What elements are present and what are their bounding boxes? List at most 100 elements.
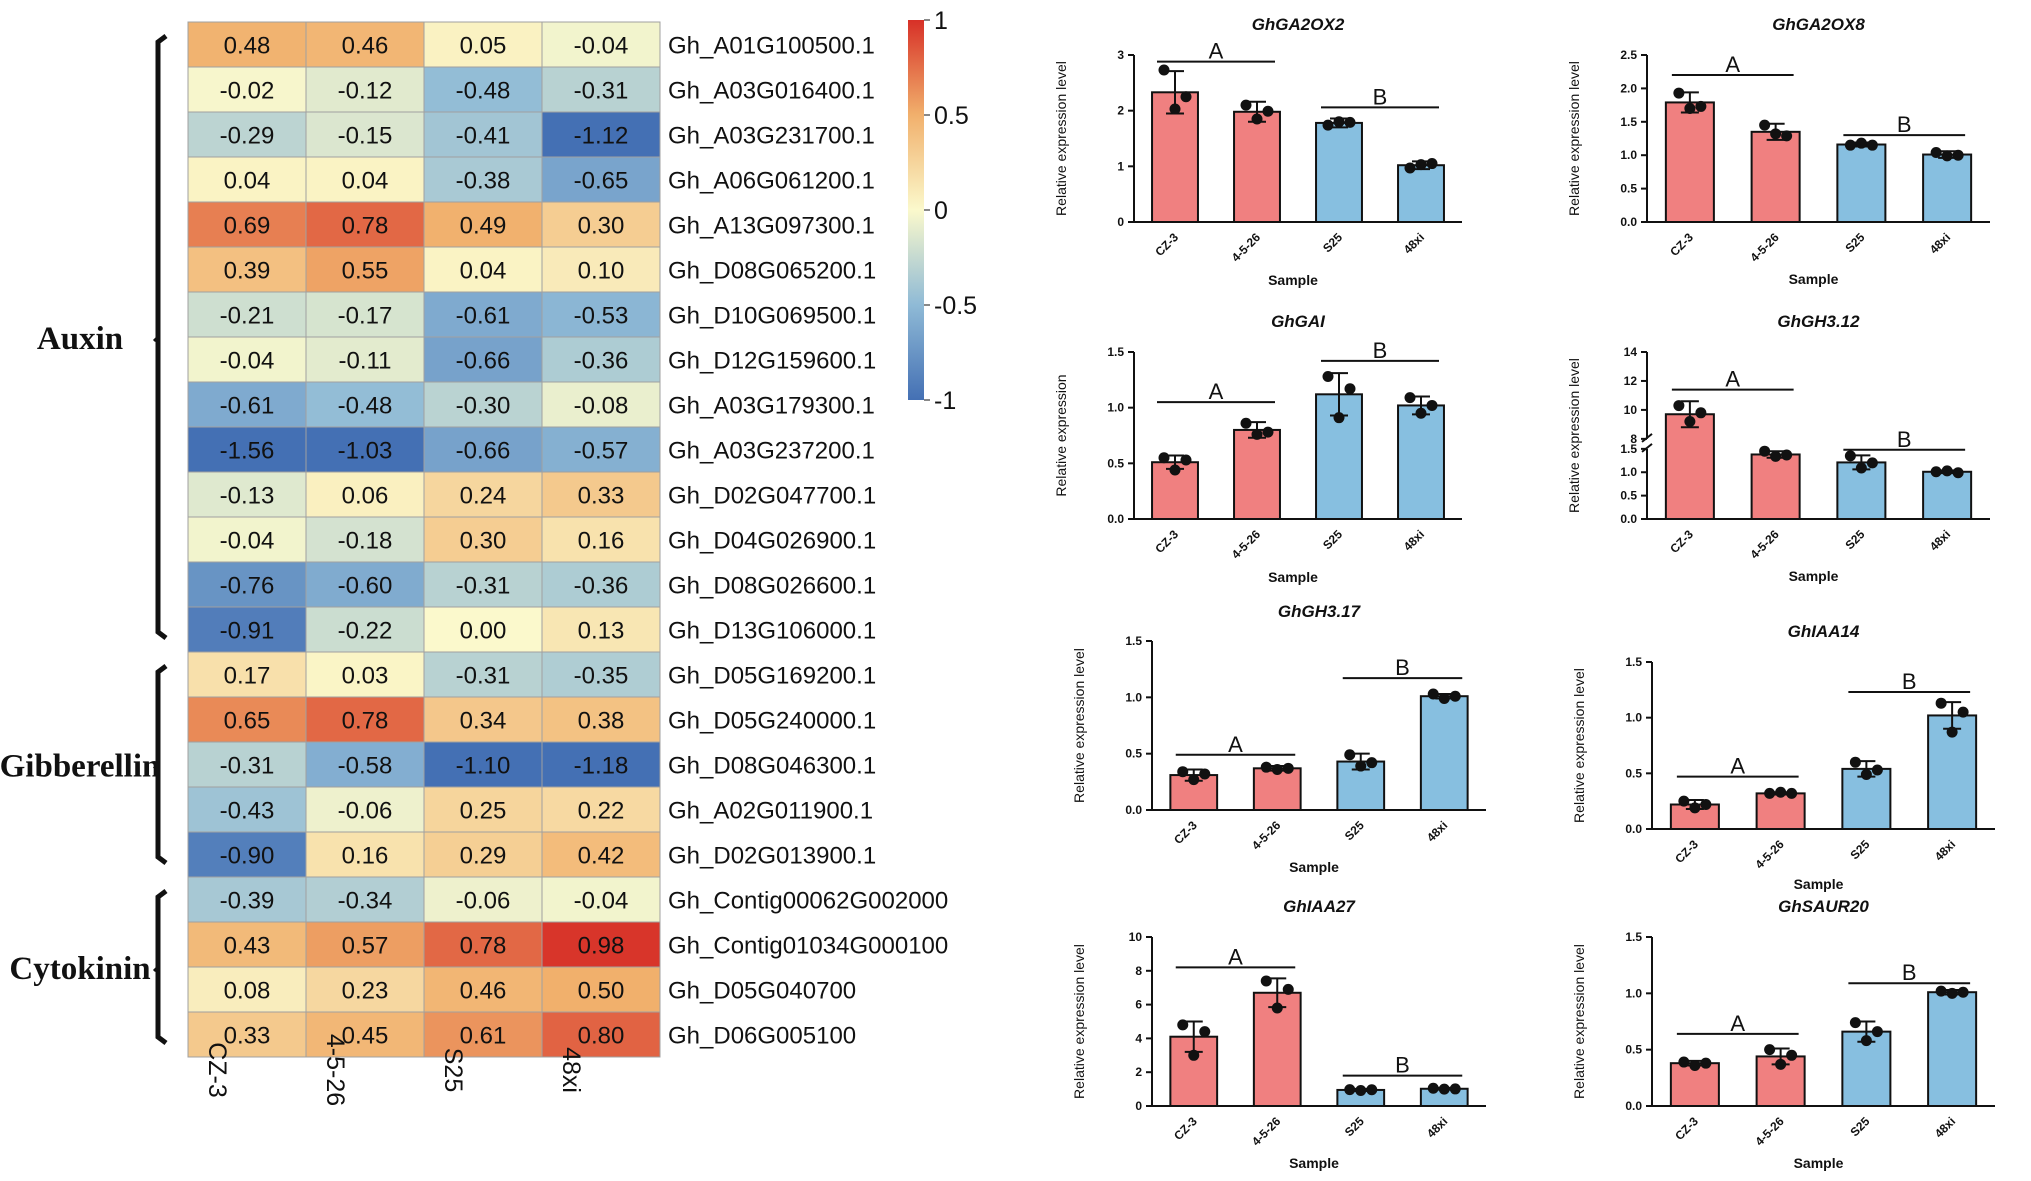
heatmap-cell [305,1011,425,1058]
y-axis-label: Relative expression level [1571,944,1587,1099]
bar [1252,767,1302,812]
bar [1922,470,1973,520]
y-tick-label: 0.0 [1620,215,1637,229]
heatmap-cell-value: 0.16 [342,843,389,870]
heatmap-cell [423,921,543,968]
group-letter: A [1209,379,1224,404]
gene-label: Gh_D08G065200.1 [668,258,876,285]
heatmap-cell-value: 0.42 [578,843,625,870]
heatmap-cell-value: -0.90 [220,843,275,870]
data-point [1786,787,1798,799]
gene-label: Gh_D05G169200.1 [668,663,876,690]
heatmap-cell-value: 0.05 [460,33,507,60]
heatmap-cell-value: -0.36 [574,573,629,600]
y-tick-label: 1.5 [1620,442,1637,456]
data-point [1426,158,1438,170]
column-label: 4-5-26 [321,1034,349,1106]
bar [1841,767,1892,831]
heatmap-row: 0.17 0.03 -0.31 -0.35 Gh_D05G169200.1 [187,651,876,698]
gene-label: Gh_D02G013900.1 [668,843,876,870]
data-point [1260,761,1272,773]
heatmap-cell-value: 0.33 [224,1023,271,1050]
data-point [1695,100,1707,112]
data-point [1438,692,1450,704]
data-point [1322,370,1334,382]
gene-label: Gh_A03G016400.1 [668,78,875,105]
gene-label: Gh_D10G069500.1 [668,303,876,330]
y-tick-label: 4 [1135,1031,1142,1045]
data-point [1282,762,1294,774]
y-tick-label: 0.5 [1625,1043,1642,1057]
data-point [1240,99,1252,111]
data-point [1344,116,1356,128]
heatmap-cell [541,606,661,653]
heatmap-cell-value: 0.25 [460,798,507,825]
heatmap-cell [541,246,661,293]
data-point [1700,799,1712,811]
heatmap-row: 0.08 0.23 0.46 0.50 Gh_D05G040700 [187,966,856,1013]
colorbar-tick-label: 1 [934,7,948,35]
x-tick-label: S25 [1847,837,1872,862]
data-point [1930,466,1942,478]
heatmap-row: 0.04 0.04 -0.38 -0.65 Gh_A06G061200.1 [187,156,875,203]
data-point [1262,426,1274,438]
heatmap-cell [423,426,543,473]
y-axis-label: Relative expression level [1571,668,1587,823]
heatmap-cell-value: 0.06 [342,483,389,510]
heatmap-cell [187,561,307,608]
y-tick-label: 3 [1117,48,1124,62]
data-point [1855,137,1867,149]
gene-label: Gh_D06G005100 [668,1023,856,1050]
heatmap-cell-value: -0.18 [338,528,393,555]
heatmap-cell-value: -0.48 [338,393,393,420]
data-point [1952,467,1964,479]
data-point [1844,450,1856,462]
y-tick-label: 2 [1117,104,1124,118]
gene-label: Gh_Contig01034G000100 [668,933,948,960]
data-point [1849,1017,1861,1029]
heatmap-cell-value: -1.18 [574,753,629,780]
heatmap-cell [423,831,543,878]
heatmap-cell-value: 0.04 [224,168,271,195]
x-tick-label: 4-5-26 [1249,818,1284,853]
gene-label: Gh_D12G159600.1 [668,348,876,375]
heatmap-row: 0.33 0.45 0.61 0.80 Gh_D06G005100 [187,1011,856,1058]
data-point [1427,688,1439,700]
gene-label: Gh_D04G026900.1 [668,528,876,555]
chart-title: GhGH3.12 [1777,312,1860,331]
data-point [1759,119,1771,131]
heatmap-cell-value: 0.00 [460,618,507,645]
heatmap-cell [305,516,425,563]
x-tick-label: 48xi [1401,527,1427,553]
bar-chart-ghiaa27: 0 2 4 6 8 10 CZ-3 4-5-26 S25 48xi A B GhIAA27 Sample R… [1071,897,1486,1171]
heatmap-cell-value: -0.66 [456,438,511,465]
y-axis-label: Relative expression level [1071,648,1087,803]
x-tick-label: CZ-3 [1171,1114,1200,1143]
heatmap-cell [187,786,307,833]
heatmap-cell-value: 0.80 [578,1023,625,1050]
data-point [1957,986,1969,998]
heatmap-cell [187,201,307,248]
data-point [1673,87,1685,99]
heatmap-cell [423,876,543,923]
data-point [1689,1059,1701,1071]
heatmap-row: -0.04 -0.18 0.30 0.16 Gh_D04G026900.1 [187,516,876,563]
heatmap-cell [541,786,661,833]
data-point [1344,383,1356,395]
bar [1664,101,1715,223]
data-point [1930,147,1942,159]
heatmap-cell-value: 0.48 [224,33,271,60]
x-tick-label: 48xi [1927,230,1953,256]
heatmap-cell [305,786,425,833]
heatmap-cell-value: -0.31 [574,78,629,105]
y-tick-label: 0.0 [1620,512,1637,526]
x-tick-label: CZ-3 [1152,230,1181,259]
data-point [1957,706,1969,718]
data-point [1333,116,1345,128]
column-label: S25 [439,1048,467,1092]
gene-label: Gh_A03G237200.1 [668,438,875,465]
data-point [1700,1057,1712,1069]
heatmap-cell [541,381,661,428]
data-point [1775,786,1787,798]
data-point [1180,91,1192,103]
